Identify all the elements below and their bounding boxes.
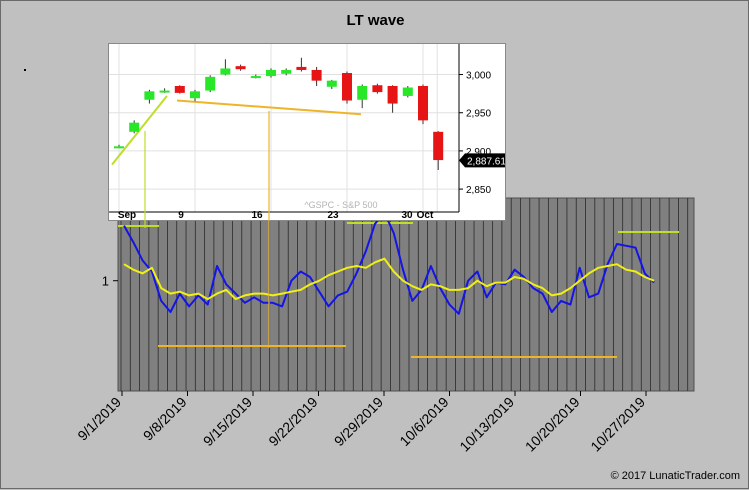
price-inset-chart: 3,000 2,950 2,900 2,850 2,887.61 Sep 9 16 23 30 Oc… — [108, 43, 506, 221]
inset-candle — [418, 86, 428, 121]
inset-y-tick-label: 2,900 — [466, 147, 491, 158]
inset-y-tick-label: 3,000 — [466, 71, 491, 82]
inset-series-label: ^GSPC - S&P 500 — [304, 200, 377, 210]
inset-candle — [190, 91, 200, 99]
inset-candle — [357, 86, 368, 100]
inset-candle — [402, 87, 413, 96]
chart-title: LT wave — [346, 12, 405, 29]
x-tick-label: 10/13/2019 — [456, 394, 517, 455]
inset-candle — [296, 66, 307, 70]
x-tick-label: 10/6/2019 — [396, 394, 452, 450]
inset-candle — [159, 90, 170, 93]
inset-candle — [372, 85, 383, 93]
yellow-wave-line — [123, 257, 655, 301]
inset-candle — [235, 66, 246, 70]
inset-x-tick-label: Sep — [118, 210, 136, 220]
inset-x-tick-label: Oct — [417, 210, 434, 220]
inset-candle — [114, 146, 124, 149]
last-price-label: 2,887.61 — [467, 156, 505, 167]
blue-wave-line — [123, 211, 655, 315]
inset-candle — [174, 86, 185, 93]
inset-x-tick-label: 30 — [401, 210, 413, 220]
inset-candle — [433, 131, 444, 161]
inset-x-tick-label: 16 — [251, 210, 263, 220]
inset-candle — [250, 76, 261, 79]
inset-candle — [220, 68, 231, 75]
copyright-text: © 2017 LunaticTrader.com — [610, 470, 740, 482]
inset-y-tick-label: 2,850 — [466, 185, 491, 196]
inset-candle — [205, 76, 216, 91]
inset-candle — [144, 91, 155, 100]
inset-candle — [281, 69, 292, 74]
inset-orange-trendline — [176, 99, 362, 116]
x-tick-label: 10/20/2019 — [522, 394, 583, 455]
inset-candle — [387, 86, 398, 104]
inset-green-trendline — [111, 95, 168, 166]
inset-candle — [266, 69, 276, 77]
stray-dot — [24, 69, 26, 71]
inset-x-tick-label: 23 — [327, 210, 339, 220]
y-tick-label: 1 — [102, 274, 109, 289]
x-tick-label: 9/8/2019 — [140, 394, 190, 444]
inset-x-tick-label: 9 — [178, 210, 184, 220]
inset-candle — [342, 73, 352, 101]
inset-candle — [311, 69, 322, 81]
x-tick-label: 9/29/2019 — [331, 394, 387, 450]
x-tick-label: 9/1/2019 — [74, 394, 124, 444]
x-tick-label: 9/15/2019 — [200, 394, 256, 450]
inset-candle — [326, 80, 337, 87]
last-price-tag — [459, 153, 505, 168]
inset-y-tick-label: 2,950 — [466, 109, 491, 120]
x-tick-label: 10/27/2019 — [587, 394, 648, 455]
inset-candle — [129, 122, 140, 132]
x-tick-label: 9/22/2019 — [265, 394, 321, 450]
